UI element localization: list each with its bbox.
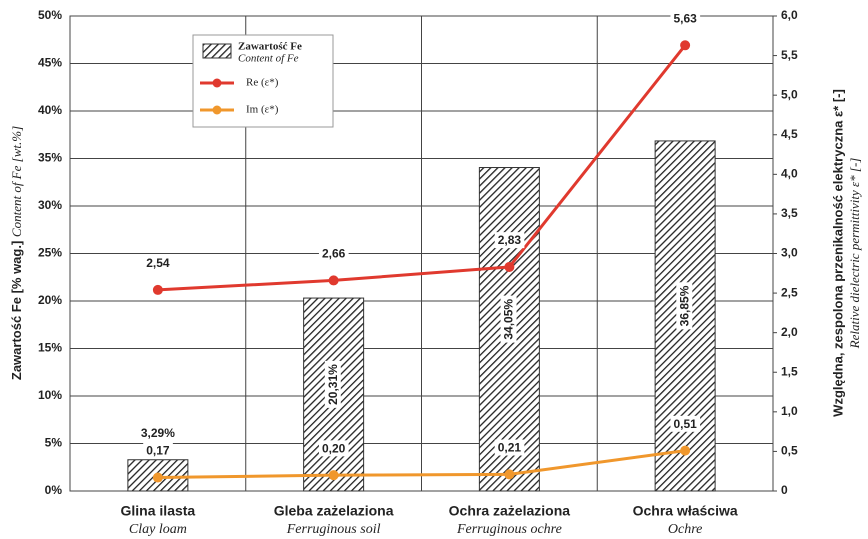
legend-label: Re (ε*) <box>246 77 279 89</box>
y2-axis-title: Względna, zespolona przenikalność elektr… <box>830 89 845 417</box>
line-value-label-bg <box>494 439 525 456</box>
line-value-label: 2,83 <box>498 233 522 247</box>
y2-tick-label: 0,5 <box>781 444 798 458</box>
line-value-label: 0,17 <box>146 444 170 458</box>
y2-tick-label: 0 <box>781 483 788 497</box>
point <box>680 445 691 456</box>
line-value-label-bg <box>670 415 701 432</box>
point <box>328 470 339 481</box>
y2-tick-label: 2,5 <box>781 285 798 299</box>
y-tick-label: 40% <box>38 103 62 117</box>
y-tick-label: 15% <box>38 341 62 355</box>
line-value-label-group: 2,83 <box>494 232 525 249</box>
y2-tick-label: 4,5 <box>781 127 798 141</box>
line-value-label: 2,54 <box>146 256 170 270</box>
plot-frame <box>69 15 774 492</box>
y-tick-label: 50% <box>38 8 62 22</box>
point <box>504 469 515 480</box>
x-tick-label: Ochra zażelaziona <box>449 503 571 519</box>
line-value-label: 0,20 <box>322 441 346 455</box>
line-value-label-bg <box>318 245 349 262</box>
y-tick-label: 10% <box>38 388 62 402</box>
line-value-label-group: 2,66 <box>318 245 349 262</box>
bar-value-label-group: 20,31% <box>324 360 341 408</box>
y2-tick-label: 5,0 <box>781 87 798 101</box>
y2-tick-label: 6,0 <box>781 8 798 22</box>
bar-value-label: 3,29% <box>141 426 175 440</box>
line-value-label: 0,21 <box>498 441 522 455</box>
y2-tick-label: 1,0 <box>781 404 798 418</box>
line-value-label-bg <box>143 255 173 272</box>
y2-tick-label: 5,5 <box>781 48 798 62</box>
legend-label: Im (ε*) <box>246 104 279 116</box>
line-value-label: 2,66 <box>322 247 346 261</box>
bar-value-label-group: 34,05% <box>500 295 517 343</box>
point <box>680 40 691 51</box>
bar-value-label: 20,31% <box>326 364 340 405</box>
line-value-label-bg <box>318 440 349 457</box>
point <box>504 261 515 272</box>
x-tick-label: Ochra właściwa <box>633 503 738 519</box>
bar-value-label-bg <box>324 360 341 408</box>
bar-value-label-bg <box>676 282 693 330</box>
x-tick-label-en: Ferruginous ochre <box>456 522 562 537</box>
line <box>157 44 687 292</box>
legend-swatch <box>202 43 232 59</box>
legend-swatch-dot <box>212 78 222 88</box>
y2-tick-label: 1,5 <box>781 364 798 378</box>
bar-value-label-bg <box>500 295 517 343</box>
point <box>328 275 339 286</box>
legend-swatch-dot <box>212 105 222 115</box>
line-value-label-group: 0,20 <box>318 440 349 457</box>
line-value-label-group: 0,21 <box>494 439 525 456</box>
legend-label: Zawartość Fe <box>238 41 302 53</box>
y-tick-label: 25% <box>38 246 62 260</box>
x-tick-label-en: Ochre <box>668 522 702 537</box>
line <box>157 449 686 480</box>
line-value-label-bg <box>143 442 173 459</box>
y-tick-label: 30% <box>38 198 62 212</box>
bar <box>303 297 365 492</box>
x-tick-label: Glina ilasta <box>121 503 196 519</box>
y2-tick-label: 4,0 <box>781 167 798 181</box>
bar-value-label: 36,85% <box>677 285 691 326</box>
y-tick-label: 35% <box>38 151 62 165</box>
x-tick-label-en: Ferruginous soil <box>286 522 381 537</box>
bar-value-label-group: 36,85% <box>676 282 693 330</box>
line-value-label-bg <box>494 232 525 249</box>
y-tick-label: 20% <box>38 293 62 307</box>
y2-tick-label: 2,0 <box>781 325 798 339</box>
line-value-label-group: 0,51 <box>670 415 701 432</box>
bar-value-label-group: 3,29% <box>137 424 179 441</box>
bar-value-label-bg <box>137 424 179 441</box>
y2-tick-label: 3,0 <box>781 246 798 260</box>
line-value-label: 5,63 <box>673 11 697 25</box>
y-tick-label: 0% <box>45 483 63 497</box>
y-axis-title: Zawartość Fe [% wag.] Content of Fe [wt.… <box>9 126 24 380</box>
y-tick-label: 5% <box>45 436 63 450</box>
bar-value-label: 34,05% <box>502 299 516 340</box>
point <box>152 472 163 483</box>
line-value-label-bg <box>670 10 701 27</box>
line-value-label-group: 5,63 <box>670 10 701 27</box>
x-tick-label-en: Clay loam <box>129 522 187 537</box>
point <box>152 284 163 295</box>
legend-label-en: Content of Fe <box>238 53 299 65</box>
line-value-label-group: 2,54 <box>143 255 173 272</box>
y2-axis-title-en: Relative dielectric permittivity ε* [-] <box>847 158 862 350</box>
y2-tick-label: 3,5 <box>781 206 798 220</box>
x-tick-label: Gleba zażelaziona <box>274 503 394 519</box>
line-value-label-group: 0,17 <box>143 442 173 459</box>
y-tick-label: 45% <box>38 56 62 70</box>
line-value-label: 0,51 <box>673 417 697 431</box>
